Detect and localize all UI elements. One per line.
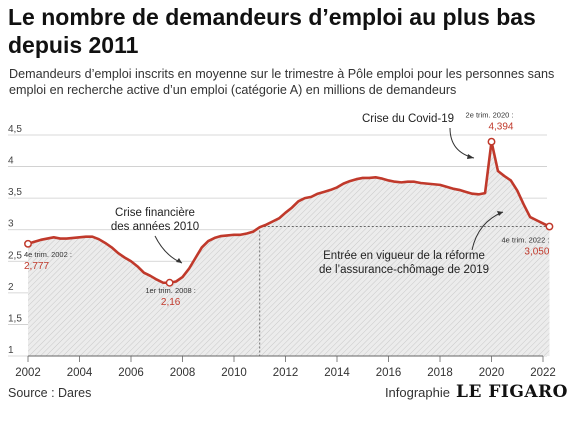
page-title: Le nombre de demandeurs d’emploi au plus… <box>8 4 536 58</box>
x-tick-label: 2022 <box>530 367 556 379</box>
peak-point <box>487 137 496 146</box>
annotation-reform-line1: Entrée en vigueur de la réforme <box>323 250 485 262</box>
arrow-financial-crisis <box>154 235 183 264</box>
minimum-point <box>165 278 174 287</box>
y-tick-label: 3,5 <box>8 187 22 198</box>
x-tick-label: 2008 <box>170 367 196 379</box>
y-tick-label: 4 <box>8 156 14 167</box>
minimum-point-label: 1er trim. 2008 : <box>145 286 195 295</box>
start-point-label: 4e trim. 2002 : <box>24 250 72 259</box>
annotation-financial-crisis-line2: des années 2010 <box>111 221 199 233</box>
y-tick-label: 2,5 <box>8 250 22 261</box>
x-tick-label: 2018 <box>427 367 453 379</box>
arrowhead-financial-crisis <box>176 258 182 263</box>
le-figaro-logo: LE FIGARO <box>456 382 568 402</box>
peak-point-label: 2e trim. 2020 : <box>466 111 514 120</box>
y-tick-label: 4,5 <box>8 124 22 135</box>
end-point-value: 3,050 <box>524 247 549 258</box>
minimum-point-value: 2,16 <box>161 297 181 308</box>
x-tick-label: 2012 <box>273 367 299 379</box>
series-line <box>26 140 551 285</box>
x-tick-label: 2016 <box>376 367 402 379</box>
annotation-reform-line2: de l’assurance-chômage de 2019 <box>319 264 489 276</box>
end-point-label: 4e trim. 2022 : <box>501 236 549 245</box>
x-tick-label: 2004 <box>67 367 93 379</box>
area-fill <box>28 141 550 356</box>
peak-point-value: 4,394 <box>488 122 513 133</box>
y-tick-label: 3 <box>8 219 14 230</box>
end-point <box>545 222 554 231</box>
chart-subtitle: Demandeurs d’emploi inscrits en moyenne … <box>9 67 555 97</box>
y-tick-label: 2 <box>8 282 14 293</box>
arrow-covid <box>449 127 475 159</box>
x-tick-label: 2020 <box>479 367 505 379</box>
arrowhead-covid <box>467 154 474 159</box>
y-tick-label: 1,5 <box>8 313 22 324</box>
x-tick-label: 2002 <box>15 367 41 379</box>
arrowhead-reform <box>497 211 503 216</box>
start-point-value: 2,777 <box>24 261 49 272</box>
credit-label: Infographie <box>384 385 450 400</box>
x-tick-label: 2014 <box>324 367 350 379</box>
credit: Infographie LE FIGARO <box>385 382 568 402</box>
start-point <box>24 239 32 248</box>
annotation-financial-crisis-line1: Crise financière <box>115 207 195 219</box>
y-tick-label: 1 <box>8 345 14 356</box>
x-tick-label: 2010 <box>221 367 247 379</box>
x-tick-label: 2006 <box>118 367 144 379</box>
source-note: Source : Dares <box>8 386 92 400</box>
annotation-covid: Crise du Covid-19 <box>362 113 454 125</box>
